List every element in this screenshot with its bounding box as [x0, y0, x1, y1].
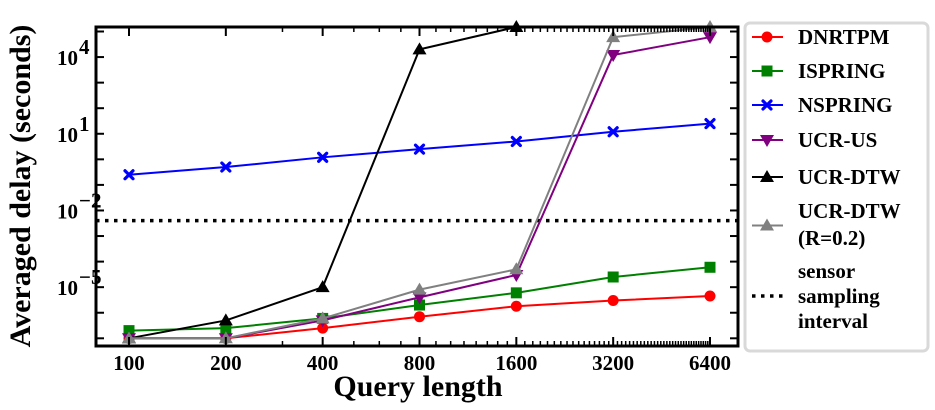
legend-entry-3: UCR-US: [752, 128, 877, 152]
data-point: [315, 280, 330, 293]
data-point: [704, 261, 716, 273]
legend-marker: [760, 218, 774, 231]
data-point: [123, 325, 135, 337]
x-tick-label: 800: [404, 351, 436, 375]
legend-box: [743, 21, 930, 353]
y-tick-exponent: 4: [79, 35, 90, 59]
x-tick-label: 400: [307, 351, 339, 375]
y-tick-exponent: 1: [79, 112, 90, 136]
data-point: [414, 299, 425, 311]
legend-label: (R=0.2): [798, 226, 865, 250]
legend-label: NSPRING: [798, 93, 893, 117]
data-point: [509, 262, 524, 275]
data-point: [704, 290, 716, 302]
data-point: [510, 300, 522, 312]
series-2: [123, 117, 716, 181]
data-point: [510, 135, 522, 148]
data-point: [220, 161, 232, 173]
x-tick-label: 100: [113, 351, 145, 375]
y-axis-title: Averaged delay (seconds): [4, 25, 37, 348]
y-tick-label: 10: [57, 199, 78, 223]
legend-label: ISPRING: [798, 59, 886, 83]
data-point: [414, 311, 425, 323]
legend-marker: [761, 99, 773, 111]
x-tick-label: 1600: [495, 351, 537, 375]
y-tick-label: 10: [57, 276, 78, 300]
legend-entry-5: UCR-DTW (R=0.2): [752, 199, 901, 250]
legend-marker: [761, 31, 773, 43]
legend-entry-0: DNRTPM: [752, 25, 890, 49]
data-point: [510, 287, 522, 299]
legend-label: UCR-DTW: [798, 199, 901, 223]
legend-entry-2: NSPRING: [752, 93, 893, 117]
x-tick-label: 6400: [689, 351, 731, 375]
plot-frame: [94, 25, 740, 348]
y-tick-exponent: −5: [79, 265, 101, 289]
x-tick-label: 3200: [592, 351, 634, 375]
data-point: [412, 282, 427, 295]
data-point: [413, 143, 426, 155]
legend-label: interval: [798, 309, 868, 333]
data-point: [412, 292, 427, 305]
data-point: [607, 126, 619, 138]
legend-label: UCR-DTW: [798, 165, 901, 189]
data-point: [317, 151, 329, 163]
series-3: [122, 32, 717, 346]
series-4: [122, 20, 524, 344]
data-point: [704, 117, 716, 130]
legend-label: sampling: [798, 284, 880, 308]
x-tick-label: 200: [210, 351, 242, 375]
y-tick-label: 10: [57, 46, 78, 70]
data-point: [606, 50, 621, 63]
data-point: [123, 169, 135, 181]
legend-label: DNRTPM: [798, 25, 890, 49]
data-point: [315, 311, 330, 324]
x-axis-title: Query length: [333, 370, 502, 403]
data-point: [703, 32, 717, 45]
legend-entry-1: ISPRING: [752, 59, 886, 83]
legend-entry-4: UCR-DTW: [752, 165, 901, 189]
legend-marker: [760, 135, 774, 147]
y-tick-label: 10: [57, 123, 78, 147]
legend-marker: [761, 65, 773, 77]
data-point: [607, 271, 619, 283]
data-point: [218, 313, 233, 326]
legend-label: UCR-US: [798, 128, 877, 152]
data-point: [606, 30, 621, 43]
data-point: [220, 322, 232, 334]
legend-marker: [760, 170, 774, 182]
data-point: [412, 42, 427, 55]
y-tick-exponent: −2: [79, 188, 101, 212]
legend-label: sensor: [798, 259, 855, 283]
data-point: [317, 322, 329, 334]
data-point: [607, 295, 619, 307]
